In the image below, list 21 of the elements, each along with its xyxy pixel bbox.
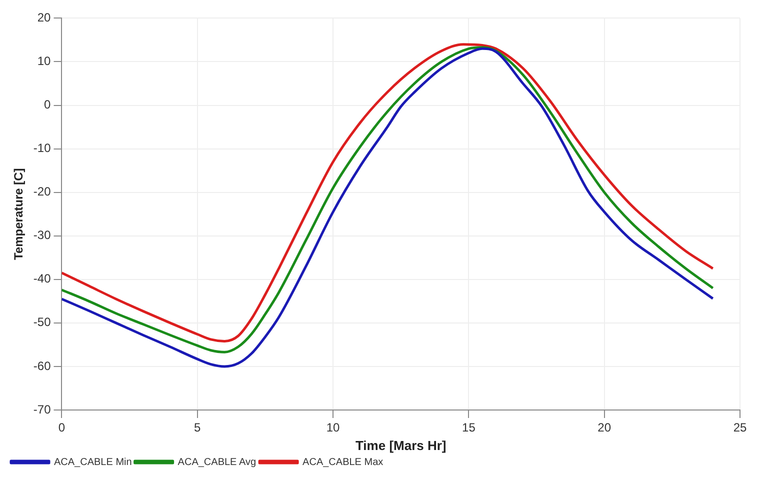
y-axis-title: Temperature [C] [12,168,26,260]
y-tick-label: -20 [33,184,52,199]
x-tick-label: 5 [194,420,202,435]
y-tick-label: 0 [44,98,52,112]
legend-label: ACA_CABLE Avg [178,456,256,468]
legend-label: ACA_CABLE Min [54,456,132,468]
x-axis-title: Time [Mars Hr] [355,438,446,453]
y-tick-label: -30 [33,228,52,242]
y-tick-label: -40 [33,272,52,286]
x-tick-label: 10 [326,420,340,435]
x-tick-label: 20 [598,420,612,435]
x-tick-label: 25 [733,420,747,435]
legend-label: ACA_CABLE Max [302,456,384,468]
y-tick-label: -50 [33,315,52,330]
y-tick-label: -70 [33,402,52,416]
y-tick-label: 20 [37,10,52,25]
y-tick-label: -60 [33,358,52,373]
x-tick-label: 0 [58,420,66,435]
x-tick-label: 15 [462,420,476,435]
y-tick-label: 10 [37,54,52,68]
y-tick-label: -10 [33,141,52,156]
